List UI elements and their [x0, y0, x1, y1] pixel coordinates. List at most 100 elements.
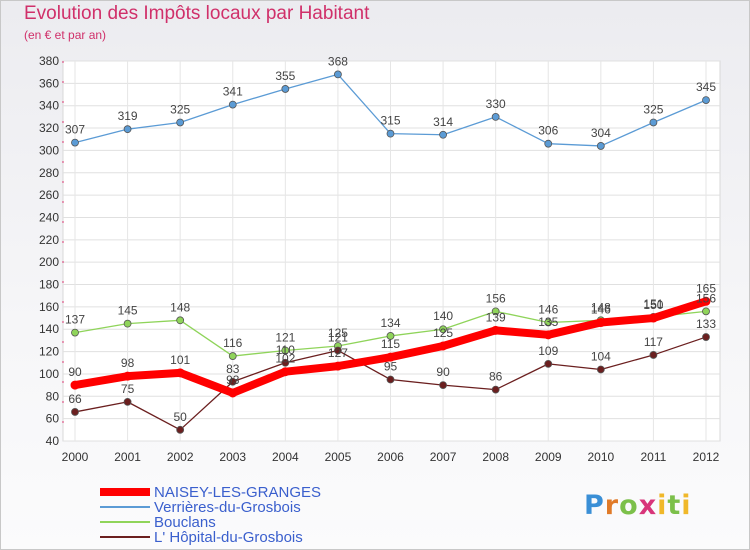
data-point [491, 112, 500, 121]
data-point [280, 367, 290, 377]
data-point [386, 375, 395, 384]
data-point [228, 100, 237, 109]
data-label: 148 [170, 300, 190, 314]
data-label: 137 [65, 313, 85, 327]
data-point [281, 358, 290, 367]
data-point [123, 319, 132, 328]
data-label: 325 [170, 102, 190, 116]
y-tick-label: 40 [46, 434, 60, 448]
data-label: 341 [223, 85, 243, 99]
x-tick-label: 2006 [377, 450, 404, 464]
legend-label: L' Hôpital-du-Grosbois [154, 529, 303, 546]
data-label: 345 [696, 80, 716, 94]
data-point [123, 397, 132, 406]
data-label: 115 [381, 337, 400, 351]
data-label: 109 [538, 344, 558, 358]
data-point [439, 325, 447, 334]
data-label: 90 [436, 365, 450, 379]
data-point [176, 118, 185, 127]
data-point [386, 129, 395, 138]
y-tick-label: 200 [39, 255, 59, 269]
data-label: 146 [591, 303, 611, 317]
data-label: 355 [275, 69, 295, 83]
data-label: 83 [226, 362, 240, 376]
data-point [702, 96, 710, 105]
y-tick-label: 260 [39, 188, 59, 202]
data-point [596, 318, 606, 328]
data-point [544, 359, 553, 368]
data-point [228, 377, 237, 386]
data-label: 116 [223, 336, 242, 350]
y-tick-label: 360 [39, 76, 59, 90]
data-point [123, 125, 132, 134]
data-label: 140 [433, 309, 453, 323]
data-label: 104 [591, 349, 611, 363]
data-point [596, 142, 605, 150]
x-tick-label: 2010 [587, 450, 614, 464]
data-label: 133 [696, 317, 716, 331]
data-point [649, 118, 658, 127]
x-tick-label: 2009 [535, 450, 562, 464]
data-point [702, 333, 710, 341]
data-label: 102 [275, 352, 295, 366]
data-point [71, 138, 79, 147]
x-tick-label: 2002 [167, 450, 194, 464]
data-label: 146 [538, 303, 558, 317]
x-tick-label: 2005 [325, 450, 352, 464]
data-label: 148 [591, 300, 611, 314]
data-point [544, 318, 553, 327]
data-point [281, 85, 290, 93]
data-point [439, 381, 447, 390]
data-label: 121 [328, 330, 348, 344]
x-tick-label: 2007 [430, 450, 457, 464]
y-tick-label: 160 [39, 300, 59, 314]
data-label: 90 [68, 365, 82, 379]
data-label: 125 [328, 326, 348, 340]
data-label: 314 [433, 115, 453, 129]
proxiti-logo: Proxiti [584, 490, 692, 521]
data-label: 330 [486, 97, 506, 111]
y-tick-label: 80 [46, 389, 60, 403]
data-label: 95 [384, 360, 398, 374]
y-tick-label: 320 [39, 121, 59, 135]
y-tick-label: 240 [39, 210, 59, 224]
data-point [544, 139, 553, 148]
data-label: 93 [226, 373, 240, 387]
data-point [386, 332, 395, 340]
legend-label: Bouclans [154, 514, 216, 531]
x-tick-label: 2000 [62, 450, 89, 464]
data-label: 66 [68, 392, 82, 406]
data-label: 306 [538, 124, 558, 138]
data-point [701, 296, 711, 306]
data-point [491, 325, 501, 335]
data-label: 50 [173, 410, 187, 424]
data-label: 121 [275, 330, 295, 344]
data-point [649, 351, 658, 359]
data-point [438, 341, 448, 351]
data-point [702, 307, 710, 316]
x-tick-label: 2001 [114, 450, 141, 464]
x-tick-label: 2004 [272, 450, 299, 464]
data-point [334, 346, 342, 355]
x-tick-label: 2011 [641, 450, 667, 464]
data-point [123, 371, 133, 381]
data-label: 98 [121, 356, 135, 370]
x-tick-label: 2008 [482, 450, 509, 464]
y-tick-label: 180 [39, 278, 59, 292]
data-label: 117 [644, 335, 663, 349]
data-point [491, 307, 500, 316]
data-label: 156 [696, 291, 716, 305]
data-label: 145 [118, 304, 138, 318]
data-label: 325 [643, 102, 663, 116]
data-point [386, 352, 395, 362]
data-point [439, 130, 447, 139]
x-tick-label: 2003 [219, 450, 246, 464]
data-label: 127 [328, 346, 348, 360]
data-label: 139 [486, 310, 506, 324]
legend-label: Verrières-du-Grosbois [154, 499, 301, 516]
y-tick-label: 100 [39, 367, 59, 381]
data-point [71, 328, 79, 337]
data-point [648, 313, 658, 323]
data-label: 315 [380, 114, 400, 128]
data-point [176, 425, 185, 434]
